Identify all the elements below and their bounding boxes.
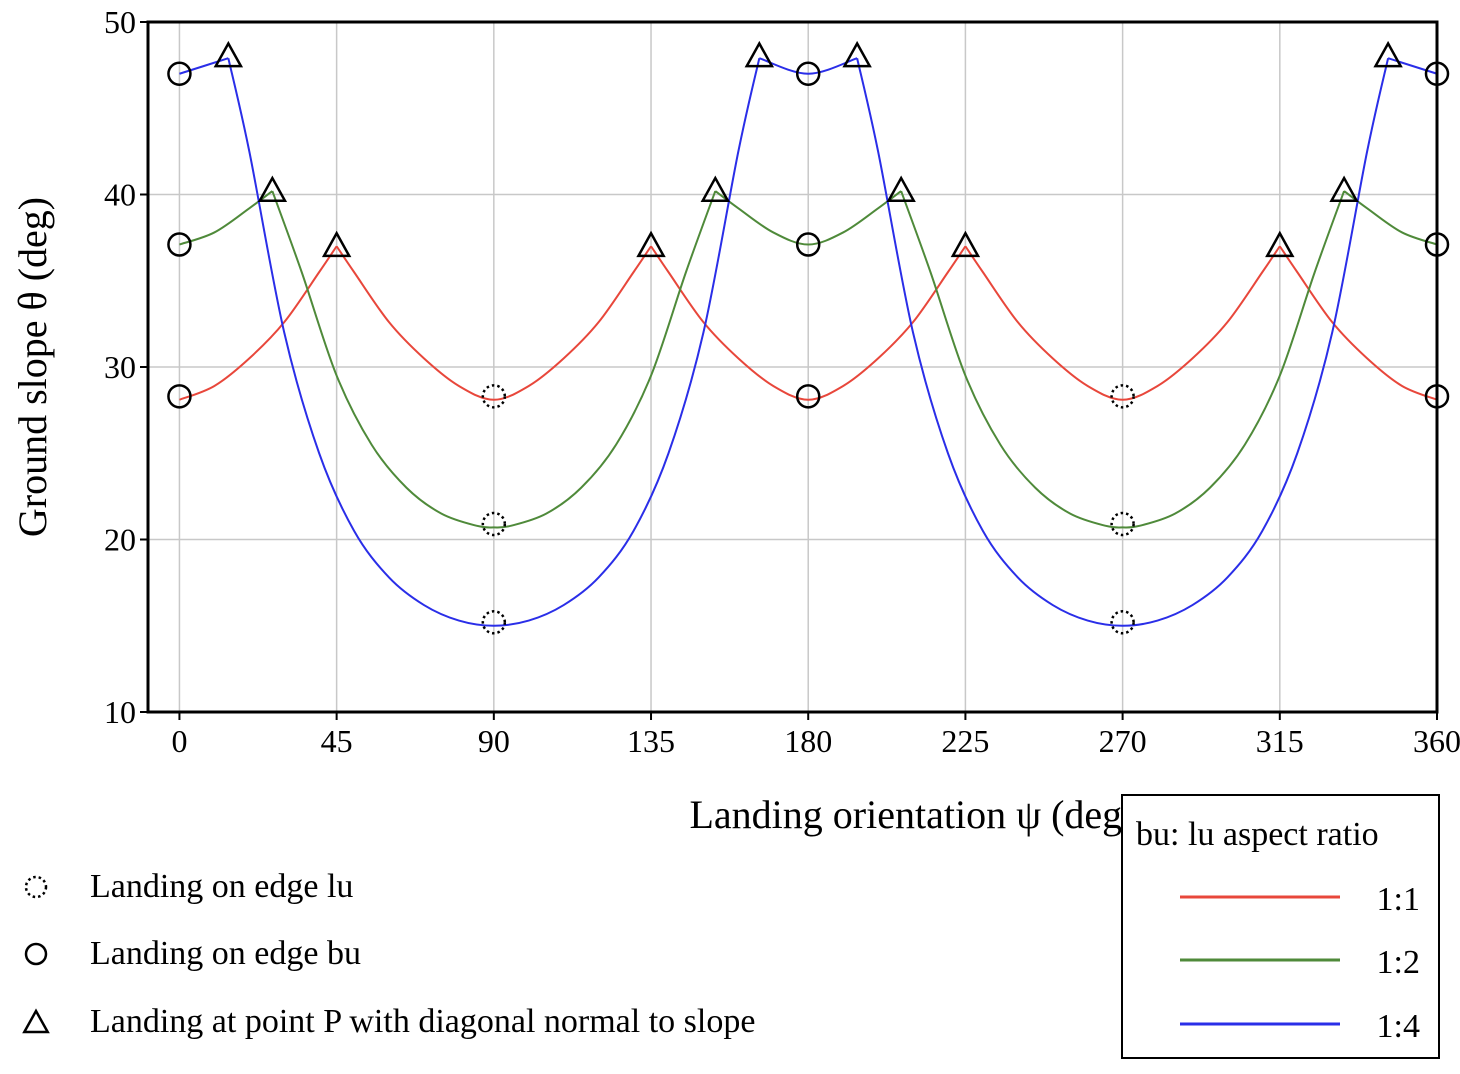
- edge-bu-marker: [795, 61, 821, 86]
- point-p-marker: [636, 230, 666, 258]
- grid: [148, 21, 1438, 713]
- x-axis-title: Landing orientation ψ (deg): [689, 792, 1135, 837]
- legend-box: [1121, 794, 1440, 1059]
- marker-key: Landing on edge lu Landing on edge bu Land…: [22, 868, 755, 1040]
- x-tick-label: 45: [321, 723, 353, 759]
- point-p-marker: [700, 175, 731, 202]
- y-tick-label: 50: [104, 4, 136, 40]
- point-p-marker: [744, 40, 775, 68]
- edge-lu-marker: [1110, 384, 1135, 409]
- series-line-1-2: [179, 190, 1438, 529]
- x-tick-label: 315: [1256, 723, 1304, 759]
- y-tick-label: 10: [104, 694, 136, 730]
- y-tick-label: 40: [104, 177, 136, 213]
- x-tick-label: 225: [941, 723, 989, 759]
- x-tick-label: 360: [1413, 723, 1460, 759]
- legend: bu: lu aspect ratio 1:1 1:2 1:4: [1121, 794, 1440, 1059]
- legend-label: 1:2: [1377, 944, 1420, 981]
- y-axis-title: Ground slope θ (deg): [10, 197, 55, 537]
- edge-bu-marker: [167, 384, 192, 409]
- key-label: Landing on edge bu: [90, 935, 361, 972]
- edge-bu-marker: [167, 232, 192, 257]
- ticks: 0 45 90 135 180 225 270 315 360 10 20 30 40 50: [104, 4, 1460, 759]
- edge-lu-marker: [481, 384, 507, 409]
- key-point-p-symbol: [22, 1008, 50, 1034]
- point-p-marker: [950, 230, 981, 258]
- key-label: Landing on edge lu: [90, 868, 353, 905]
- key-label: Landing at point P with diagonal normal …: [90, 1003, 755, 1040]
- edge-lu-marker: [1110, 610, 1135, 635]
- point-p-marker: [321, 230, 352, 258]
- series-line-1-4: [179, 57, 1438, 627]
- edge-bu-marker: [795, 384, 821, 409]
- x-tick-label: 0: [171, 723, 187, 759]
- point-p-marker: [257, 175, 288, 202]
- point-p-marker: [1265, 230, 1295, 258]
- edge-lu-marker: [1110, 511, 1135, 537]
- x-tick-label: 270: [1099, 723, 1147, 759]
- point-p-marker: [886, 175, 916, 202]
- edge-bu-marker: [167, 61, 192, 86]
- edge-lu-marker: [481, 610, 507, 635]
- x-tick-label: 135: [627, 723, 675, 759]
- edge-lu-marker: [481, 511, 507, 537]
- legend-label: 1:4: [1377, 1008, 1420, 1045]
- point-p-marker: [1373, 40, 1403, 68]
- series-line-1-1: [179, 245, 1438, 401]
- key-edge-lu-symbol: [24, 875, 48, 899]
- legend-label: 1:1: [1377, 881, 1420, 918]
- point-p-marker: [842, 40, 872, 68]
- x-tick-label: 180: [784, 723, 832, 759]
- edge-bu-marker: [795, 232, 821, 257]
- key-edge-bu-symbol: [24, 942, 48, 966]
- point-p-marker: [213, 40, 244, 68]
- point-p-marker: [1329, 175, 1359, 202]
- y-tick-label: 20: [104, 522, 136, 558]
- y-tick-label: 30: [104, 349, 136, 385]
- legend-title: bu: lu aspect ratio: [1136, 816, 1379, 853]
- series-layer: [179, 57, 1438, 627]
- x-tick-label: 90: [478, 723, 510, 759]
